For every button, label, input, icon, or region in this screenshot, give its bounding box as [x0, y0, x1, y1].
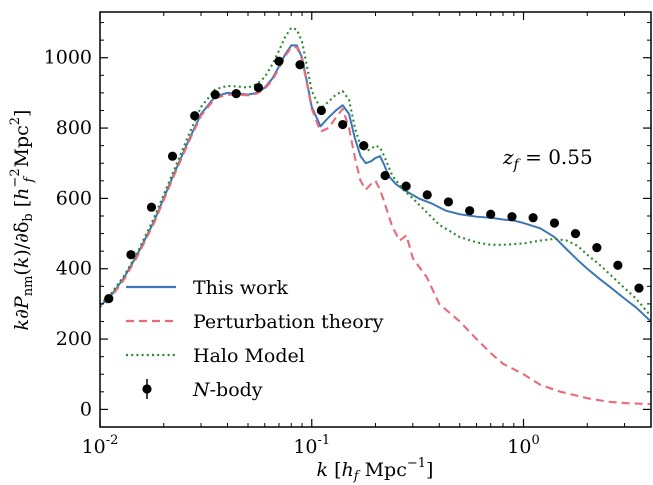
nbody-point — [422, 190, 432, 200]
nbody-point — [465, 206, 475, 216]
nbody-point — [443, 197, 454, 207]
nbody-point — [210, 90, 220, 100]
nbody-point — [401, 181, 411, 191]
nbody-point — [316, 105, 326, 116]
nbody-point — [167, 151, 178, 161]
legend: This work Perturbation theory Halo Model N-… — [126, 277, 384, 401]
y-axis-label: k∂Pnm(k)/∂δb [h−2f Mpc2] — [8, 110, 37, 331]
legend-marker-n-body — [142, 384, 152, 394]
nbody-point — [253, 83, 264, 93]
nbody-point — [528, 213, 538, 223]
y-tick-label: 1000 — [44, 47, 92, 69]
nbody-point — [486, 209, 496, 219]
legend-label-this-work: This work — [193, 277, 289, 299]
legend-label-halo-model: Halo Model — [193, 345, 305, 367]
y-tick-label: 0 — [80, 398, 92, 420]
legend-label-n-body: N-body — [192, 379, 263, 401]
nbody-point — [231, 88, 241, 99]
series-layer — [100, 26, 651, 406]
nbody-point — [338, 119, 348, 130]
nbody-point — [570, 228, 581, 239]
y-tick-label: 800 — [56, 117, 92, 139]
nbody-point — [507, 212, 517, 222]
nbody-point — [549, 218, 560, 228]
nbody-point — [592, 243, 602, 253]
series-line-perturbation-theory — [100, 46, 651, 406]
y-tick-label: 200 — [56, 328, 92, 350]
nbody-point — [634, 283, 644, 293]
nbody-point — [295, 60, 305, 70]
nbody-point — [380, 170, 390, 181]
series-line-this-work — [100, 44, 651, 323]
nbody-point — [126, 250, 136, 260]
nbody-point — [274, 56, 284, 66]
x-tick-label: 10-2 — [82, 433, 119, 458]
nbody-point — [613, 260, 623, 270]
nbody-point — [146, 202, 157, 212]
y-tick-label: 400 — [56, 258, 92, 280]
nbody-point — [104, 294, 114, 304]
plot-frame — [99, 11, 652, 428]
redshift-annotation: zf = 0.55 — [502, 145, 593, 173]
y-tick-label: 600 — [56, 187, 92, 209]
x-axis-label: k [hf Mpc−1] — [317, 456, 434, 484]
nbody-point — [190, 111, 200, 121]
nbody-point — [359, 141, 369, 151]
legend-label-perturbation-theory: Perturbation theory — [193, 311, 384, 333]
